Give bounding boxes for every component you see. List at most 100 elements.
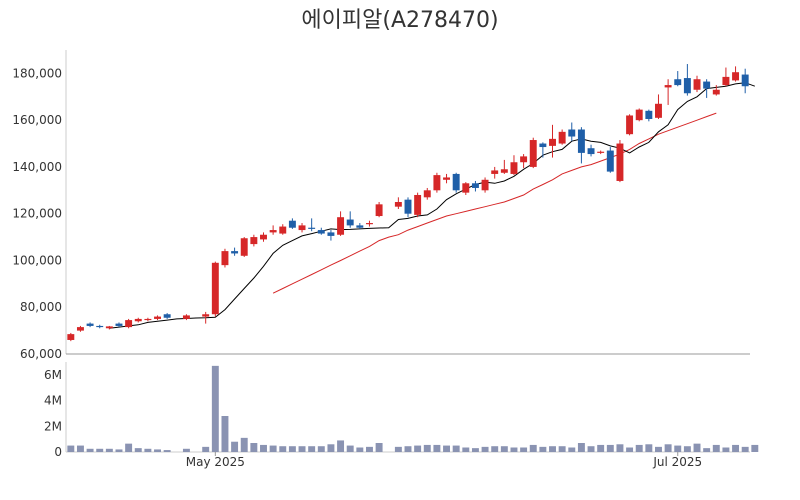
- candle: [211, 261, 219, 317]
- candle-body: [655, 103, 662, 118]
- candle-body: [404, 199, 412, 214]
- volume-bar: [269, 445, 277, 452]
- price-tick-label: 180,000: [12, 66, 62, 80]
- volume-bar: [240, 437, 248, 452]
- volume-bar: [722, 447, 730, 452]
- candle-body: [597, 151, 605, 153]
- candle: [125, 318, 133, 329]
- price-tick-label: 60,000: [20, 347, 62, 361]
- candle: [626, 114, 634, 136]
- volume-bar: [115, 449, 123, 452]
- candle: [520, 154, 528, 169]
- candle: [298, 223, 306, 233]
- candle-body: [317, 230, 325, 234]
- candle-body: [529, 140, 537, 167]
- candle-body: [462, 183, 470, 193]
- candle: [327, 230, 335, 241]
- candle-body: [298, 225, 306, 231]
- volume-bar: [471, 448, 479, 452]
- candle-body: [741, 74, 749, 87]
- candle: [375, 202, 383, 218]
- candle: [732, 66, 740, 82]
- candle: [481, 177, 489, 193]
- candle: [67, 332, 75, 342]
- candle-body: [645, 110, 653, 119]
- candle-body: [491, 170, 499, 174]
- candle: [423, 187, 431, 200]
- price-tick-label: 100,000: [12, 253, 62, 267]
- candle: [674, 71, 682, 87]
- candle-body: [693, 79, 701, 90]
- candle: [346, 211, 354, 228]
- candle: [549, 124, 556, 158]
- candle-body: [568, 129, 576, 137]
- volume-bar: [365, 446, 373, 452]
- volume-bar: [327, 444, 335, 452]
- volume-bar: [462, 447, 470, 452]
- volume-bar: [655, 446, 662, 452]
- candle: [288, 218, 296, 229]
- moving-average-layer: [109, 82, 755, 329]
- candle-body: [279, 226, 287, 234]
- candle: [250, 234, 258, 247]
- candle-body: [182, 315, 190, 319]
- candle: [163, 313, 171, 319]
- candle-body: [414, 194, 422, 215]
- volume-tick-label: 4M: [44, 394, 62, 408]
- volume-bar: [433, 444, 441, 452]
- volume-bar: [606, 444, 614, 452]
- volume-bar: [202, 446, 210, 452]
- volume-bar: [67, 445, 75, 452]
- candle: [491, 166, 499, 179]
- candle-body: [606, 150, 614, 172]
- candle-body: [664, 85, 672, 88]
- volume-bar: [741, 446, 749, 452]
- candle: [105, 325, 113, 330]
- candle-body: [443, 177, 451, 180]
- candle-body: [732, 72, 740, 81]
- volume-bar: [443, 445, 451, 452]
- volume-bar: [414, 445, 422, 452]
- candle: [231, 247, 239, 256]
- moving-average-long-line: [272, 112, 717, 294]
- candle: [558, 129, 566, 145]
- volume-bar: [308, 446, 316, 452]
- volume-bar: [423, 444, 431, 452]
- candle: [500, 159, 508, 174]
- candle: [443, 173, 451, 184]
- candle: [279, 224, 287, 235]
- candle-body: [558, 131, 566, 144]
- candle-body: [452, 173, 460, 191]
- volume-bar: [568, 447, 576, 452]
- candle-body: [96, 325, 104, 328]
- volume-bar: [250, 443, 258, 452]
- candle: [616, 140, 624, 183]
- volume-bar: [231, 441, 239, 452]
- candle-body: [337, 217, 345, 235]
- volume-bar: [539, 446, 547, 452]
- volume-bar: [134, 448, 142, 452]
- volume-bar: [626, 447, 634, 452]
- candle: [96, 324, 104, 329]
- candle-body: [231, 251, 239, 254]
- candle: [260, 232, 267, 242]
- candle: [462, 182, 470, 195]
- volume-bar: [587, 446, 595, 452]
- price-tick-label: 80,000: [20, 300, 62, 314]
- candle: [414, 192, 422, 218]
- candle-body: [365, 223, 373, 225]
- candle: [635, 108, 643, 122]
- candle: [134, 317, 142, 323]
- volume-bar: [751, 444, 759, 452]
- volume-bar: [693, 443, 701, 452]
- candle-body: [520, 156, 528, 163]
- volume-bar: [645, 444, 653, 452]
- volume-bar: [279, 446, 287, 452]
- volume-bar: [163, 450, 171, 452]
- candle-body: [240, 238, 248, 256]
- tick-labels-layer: 60,000 80,000 100,000 120,000 140,000 160,000…: [12, 66, 702, 469]
- candle: [240, 237, 248, 257]
- volume-bar: [597, 444, 605, 452]
- candle-body: [481, 179, 489, 191]
- candle-body: [510, 162, 518, 174]
